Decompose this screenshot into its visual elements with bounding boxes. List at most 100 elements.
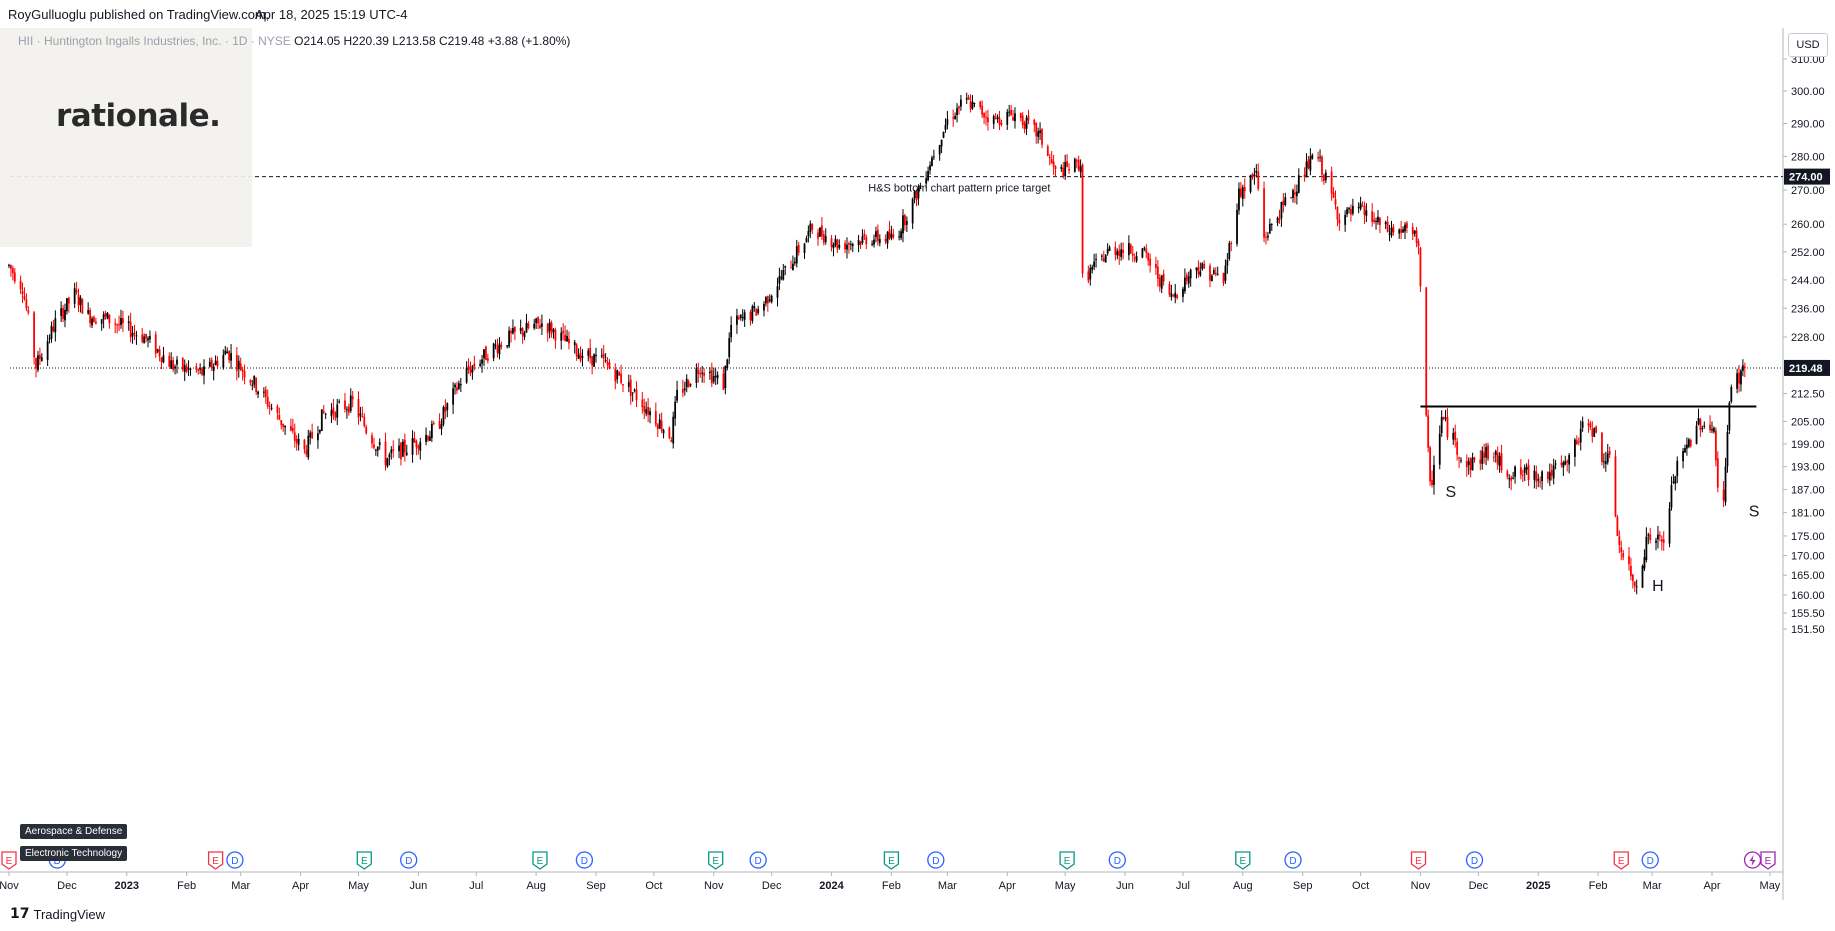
- candle: [1460, 457, 1462, 464]
- candle: [958, 105, 960, 115]
- earnings-marker-icon[interactable]: E: [1059, 851, 1075, 870]
- earnings-marker-icon[interactable]: E: [1, 851, 17, 870]
- time-tick-label: May: [348, 880, 369, 892]
- candle: [496, 338, 499, 358]
- candle: [1270, 223, 1273, 231]
- candle: [427, 434, 429, 443]
- candle: [741, 309, 744, 322]
- dividend-marker-icon[interactable]: D: [927, 851, 945, 869]
- earnings-marker-icon[interactable]: E: [1235, 851, 1251, 870]
- earnings-marker-icon[interactable]: E: [1410, 851, 1427, 870]
- dividend-marker-icon[interactable]: D: [226, 851, 244, 869]
- candle: [1537, 473, 1540, 488]
- candle: [145, 333, 147, 343]
- candle: [430, 420, 433, 443]
- sector-tag-aerospace[interactable]: Aerospace & Defense: [20, 824, 128, 839]
- dividend-marker-icon[interactable]: D: [575, 851, 594, 869]
- tradingview-footer[interactable]: 𝟭𝟳 TradingView: [10, 906, 105, 922]
- candle: [284, 425, 287, 435]
- currency-button[interactable]: USD: [1788, 33, 1828, 57]
- candle: [757, 305, 760, 315]
- candle: [230, 344, 232, 369]
- candle: [834, 235, 837, 248]
- candle: [575, 343, 578, 361]
- earnings-marker-icon[interactable]: E: [1760, 851, 1776, 870]
- earnings-marker-icon[interactable]: E: [207, 851, 224, 870]
- candle: [264, 386, 267, 404]
- candle: [685, 374, 688, 393]
- candle: [508, 326, 510, 349]
- publish-header: RoyGulluoglu published on TradingView.co…: [0, 0, 1835, 28]
- candle: [154, 331, 157, 358]
- candle: [635, 381, 638, 408]
- dividend-marker-icon[interactable]: D: [749, 851, 767, 869]
- candle: [1284, 192, 1287, 207]
- candle: [510, 328, 512, 343]
- candle: [1496, 446, 1499, 470]
- candle: [1419, 246, 1422, 292]
- candle: [1386, 216, 1389, 233]
- candle: [996, 114, 999, 123]
- candle: [1174, 283, 1177, 304]
- svg-text:E: E: [361, 856, 368, 867]
- lightning-marker-icon[interactable]: [1743, 851, 1762, 869]
- candle: [1635, 579, 1638, 595]
- candle: [1392, 224, 1395, 236]
- candle: [1230, 241, 1233, 252]
- candle: [838, 239, 841, 250]
- candle: [297, 433, 300, 451]
- candle: [363, 413, 366, 428]
- candle: [1564, 455, 1567, 466]
- candle: [1535, 465, 1538, 490]
- candle: [519, 319, 522, 335]
- svg-text:D: D: [755, 856, 762, 867]
- candle: [374, 448, 377, 456]
- candle: [253, 375, 256, 388]
- candle: [1699, 417, 1702, 437]
- candle: [579, 346, 582, 363]
- earnings-marker-icon[interactable]: E: [708, 851, 724, 870]
- candle: [197, 368, 200, 375]
- candle: [710, 362, 713, 388]
- candle: [1608, 446, 1611, 459]
- time-tick-label: Aug: [1233, 880, 1253, 892]
- candle: [1649, 527, 1652, 544]
- dividend-marker-icon[interactable]: D: [1465, 851, 1484, 869]
- earnings-marker-icon[interactable]: E: [532, 851, 548, 870]
- candle: [1104, 253, 1107, 263]
- earnings-marker-icon[interactable]: E: [356, 851, 372, 870]
- candle: [1037, 127, 1040, 144]
- candle: [108, 314, 111, 329]
- candle: [614, 363, 617, 390]
- legend-high: H220.39: [343, 34, 389, 48]
- dividend-marker-icon[interactable]: D: [1108, 851, 1126, 869]
- candle: [728, 332, 731, 365]
- candle: [21, 282, 24, 304]
- candle: [944, 118, 947, 133]
- candle: [1292, 188, 1294, 203]
- candle: [1566, 459, 1569, 472]
- candle: [351, 391, 354, 408]
- time-tick-label: May: [1055, 880, 1076, 892]
- price-tick-label: 199.00: [1791, 439, 1825, 451]
- candle: [239, 357, 242, 371]
- earnings-marker-icon[interactable]: E: [883, 851, 900, 870]
- candle: [1238, 182, 1240, 215]
- candle: [1046, 144, 1049, 157]
- dividend-marker-icon[interactable]: D: [1641, 851, 1659, 869]
- candle: [763, 301, 765, 317]
- sector-tag-electronic[interactable]: Electronic Technology: [20, 846, 128, 861]
- candle: [1456, 438, 1459, 461]
- candle: [479, 359, 482, 368]
- earnings-marker-icon[interactable]: E: [1613, 851, 1629, 870]
- candle: [1118, 244, 1121, 265]
- candle: [1334, 190, 1337, 210]
- candle: [1183, 268, 1186, 294]
- candle: [703, 368, 706, 384]
- candle: [1239, 181, 1242, 199]
- dividend-marker-icon[interactable]: D: [1284, 851, 1302, 869]
- dividend-marker-icon[interactable]: D: [400, 851, 418, 869]
- candle: [388, 452, 391, 466]
- candle: [262, 387, 265, 398]
